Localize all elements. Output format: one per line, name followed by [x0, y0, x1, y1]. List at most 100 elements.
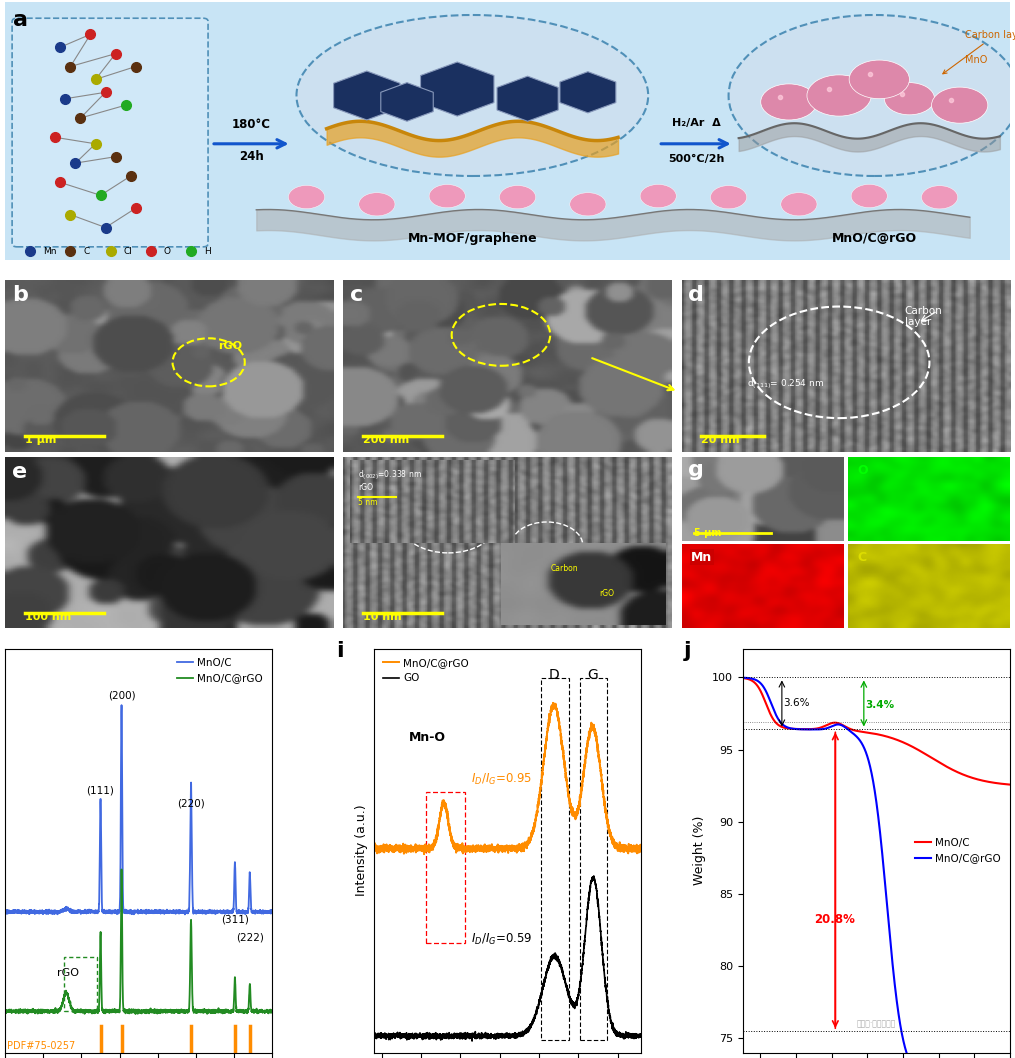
Text: 20 nm: 20 nm: [701, 435, 740, 444]
MnO/C@rGO: [737, 672, 749, 685]
MnO/C@rGO: [601, 815, 613, 827]
Polygon shape: [420, 62, 494, 116]
MnO/C@rGO: [547, 696, 559, 709]
MnO/C@rGO: [113, 1004, 125, 1017]
Legend: MnO/C@rGO, GO: MnO/C@rGO, GO: [379, 654, 473, 688]
Ellipse shape: [296, 15, 649, 176]
Circle shape: [807, 75, 871, 116]
Text: i: i: [336, 640, 344, 660]
Text: 200 nm: 200 nm: [363, 435, 409, 444]
Line: MnO/C: MnO/C: [5, 706, 272, 914]
Circle shape: [710, 185, 747, 208]
MnO/C: [767, 713, 780, 726]
MnO/C@rGO: [0, 1004, 11, 1017]
GO: [466, 1035, 478, 1047]
MnO/C: [46, 906, 58, 918]
Y-axis label: Weight (%): Weight (%): [693, 816, 706, 886]
Bar: [64, 957, 96, 1011]
Text: G: G: [587, 669, 598, 682]
Text: Carbon
layer: Carbon layer: [904, 306, 943, 327]
MnO/C@rGO: [102, 1005, 114, 1018]
Text: 500°C/2h: 500°C/2h: [668, 153, 725, 164]
MnO/C@rGO: [482, 841, 494, 854]
Bar: [541, 678, 568, 1040]
Text: d: d: [688, 285, 704, 305]
Text: (311): (311): [221, 914, 249, 925]
MnO/C: [29, 906, 42, 918]
Circle shape: [569, 193, 606, 216]
Y-axis label: Intensity (a.u.): Intensity (a.u.): [355, 805, 368, 896]
Legend: MnO/C, MnO/C@rGO: MnO/C, MnO/C@rGO: [174, 654, 267, 688]
MnO/C@rGO: [116, 863, 128, 876]
Circle shape: [640, 184, 676, 207]
MnO/C@rGO: [839, 720, 852, 733]
MnO/C@rGO: [29, 1005, 42, 1018]
GO: [630, 1028, 642, 1041]
Text: 24h: 24h: [239, 150, 264, 163]
MnO/C@rGO: [367, 839, 380, 852]
Circle shape: [850, 60, 909, 98]
Text: O: O: [858, 463, 869, 476]
Text: C: C: [83, 247, 89, 256]
MnO/C: [261, 905, 273, 917]
Text: 10 nm: 10 nm: [363, 612, 402, 621]
Text: 1 μm: 1 μm: [24, 435, 56, 444]
FancyBboxPatch shape: [12, 18, 208, 247]
Polygon shape: [381, 83, 433, 122]
Legend: MnO/C, MnO/C@rGO: MnO/C, MnO/C@rGO: [910, 834, 1005, 868]
Text: PDF#75-0257: PDF#75-0257: [7, 1041, 75, 1051]
MnO/C: [0, 904, 11, 916]
MnO/C@rGO: [46, 1004, 58, 1017]
MnO/C: [783, 723, 795, 735]
Text: MnO: MnO: [964, 55, 987, 66]
MnO/C@rGO: [783, 722, 795, 734]
Text: 20.8%: 20.8%: [814, 913, 855, 926]
Text: 100 nm: 100 nm: [24, 612, 71, 621]
Text: 公众号·石墨烯研究: 公众号·石墨烯研究: [857, 1020, 896, 1028]
MnO/C: [851, 725, 863, 737]
Text: $I_D$/$I_G$=0.59: $I_D$/$I_G$=0.59: [471, 932, 532, 947]
Line: GO: GO: [374, 876, 641, 1041]
Circle shape: [884, 83, 935, 115]
Text: (222): (222): [235, 933, 264, 943]
GO: [601, 995, 613, 1007]
Line: MnO/C@rGO: MnO/C@rGO: [743, 678, 1010, 1058]
MnO/C: [116, 699, 128, 712]
Circle shape: [852, 184, 887, 207]
Circle shape: [288, 185, 325, 208]
Circle shape: [429, 184, 465, 207]
MnO/C@rGO: [398, 844, 410, 857]
Polygon shape: [560, 72, 616, 113]
Circle shape: [499, 185, 536, 208]
GO: [482, 1027, 494, 1040]
Text: Mn: Mn: [691, 550, 713, 564]
MnO/C@rGO: [414, 842, 426, 855]
Text: rGO: rGO: [57, 968, 78, 978]
GO: [635, 1030, 648, 1043]
Text: g: g: [688, 460, 703, 480]
FancyBboxPatch shape: [0, 0, 1015, 263]
Text: O: O: [163, 247, 171, 256]
Text: Carbon layer: Carbon layer: [943, 30, 1015, 74]
MnO/C: [113, 906, 125, 918]
MnO/C@rGO: [851, 730, 863, 743]
Text: (111): (111): [86, 786, 115, 796]
Text: Mn-O: Mn-O: [408, 731, 446, 744]
GO: [367, 1030, 380, 1043]
Circle shape: [358, 193, 395, 216]
MnO/C@rGO: [418, 847, 430, 860]
MnO/C: [999, 778, 1011, 790]
MnO/C@rGO: [635, 841, 648, 854]
Line: MnO/C@rGO: MnO/C@rGO: [5, 870, 272, 1014]
MnO/C@rGO: [129, 1007, 141, 1020]
MnO/C@rGO: [232, 1005, 245, 1018]
MnO/C: [737, 672, 749, 685]
Text: C: C: [858, 550, 867, 564]
Text: f: f: [350, 462, 359, 481]
Bar: [580, 678, 607, 1040]
Text: b: b: [11, 285, 27, 305]
Text: d$_{(111)}$= 0.254 nm: d$_{(111)}$= 0.254 nm: [747, 377, 824, 390]
Circle shape: [922, 186, 958, 208]
Text: H: H: [204, 247, 211, 256]
MnO/C@rGO: [630, 844, 642, 857]
